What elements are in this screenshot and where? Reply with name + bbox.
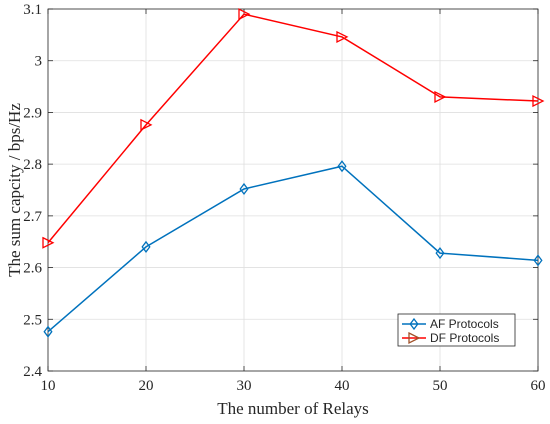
data-point-0-3	[337, 160, 347, 173]
series-line-0	[47, 165, 539, 333]
x-axis-title: The number of Relays	[217, 399, 369, 418]
legend-box	[397, 313, 516, 347]
data-point-1-3	[336, 30, 349, 43]
axes-frame	[47, 8, 539, 372]
x-tick-label-5: 60	[531, 378, 546, 394]
data-point-1-5	[532, 94, 545, 108]
axes	[47, 8, 539, 372]
x-tick-label-0: 10	[41, 378, 56, 394]
x-tick-label-3: 40	[335, 378, 350, 394]
legend-items	[402, 317, 426, 345]
y-tick-label-7: 3.1	[23, 2, 42, 18]
legend-marker-0	[409, 317, 419, 331]
y-tick-label-0: 2.4	[23, 364, 42, 380]
legend-marker-1	[408, 331, 421, 345]
plot-area	[48, 9, 538, 371]
y-tick-label-3: 2.7	[23, 209, 42, 225]
data-point-0-4	[435, 247, 445, 260]
x-tick-label-1: 20	[139, 378, 154, 394]
y-tick-label-4: 2.8	[23, 157, 42, 173]
data-point-1-0	[42, 236, 55, 249]
series-layer	[42, 8, 545, 338]
legend: AF Protocols DF Protocols	[397, 313, 516, 347]
legend-label-af: AF Protocols	[430, 317, 499, 331]
data-point-1-2	[238, 8, 251, 21]
data-point-0-0	[43, 325, 53, 338]
series-1	[42, 8, 545, 249]
data-point-0-2	[239, 182, 249, 196]
y-tick-label-1: 2.5	[23, 312, 42, 328]
legend-label-df: DF Protocols	[430, 331, 499, 345]
tick-labels: 10 20 30 40 50 60 2.4 2.5 2.6 2.7 2.8 2.9 3 3.1	[23, 2, 545, 394]
data-point-1-4	[434, 90, 447, 103]
x-tick-label-2: 30	[237, 378, 252, 394]
series-0	[43, 160, 543, 338]
data-point-1-1	[140, 118, 153, 131]
y-tick-label-5: 2.9	[23, 105, 42, 121]
y-axis-title: The sum capcity / bps/Hz	[5, 103, 24, 277]
series-line-1	[47, 13, 539, 244]
data-point-0-5	[533, 254, 543, 267]
data-point-0-1	[141, 240, 151, 253]
y-tick-label-2: 2.6	[23, 261, 42, 277]
x-tick-label-4: 50	[433, 378, 448, 394]
y-tick-label-6: 3	[35, 54, 43, 70]
